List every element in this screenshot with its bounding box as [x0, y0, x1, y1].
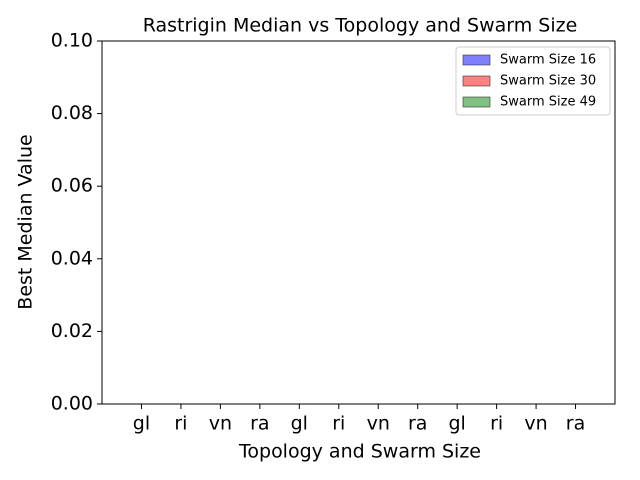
- legend-label: Swarm Size 16: [500, 53, 596, 68]
- x-tick-label: ri: [174, 413, 187, 435]
- legend-label: Swarm Size 49: [500, 95, 596, 110]
- x-tick-label: ri: [490, 413, 503, 435]
- y-tick-label: 0.06: [51, 175, 93, 197]
- legend-swatch: [462, 96, 491, 108]
- x-tick-label: gl: [133, 413, 150, 435]
- plot-frame: [101, 40, 616, 405]
- y-tick-label: 0.02: [51, 320, 93, 342]
- legend-box: [455, 46, 611, 116]
- x-tick-label: ri: [332, 413, 345, 435]
- y-tick-label: 0.00: [51, 393, 93, 415]
- chart-title: Rastrigin Median vs Topology and Swarm S…: [143, 15, 578, 37]
- y-tick-label: 0.08: [51, 102, 93, 124]
- x-tick-label: ra: [408, 413, 427, 435]
- x-tick-label: ra: [566, 413, 585, 435]
- x-axis-label: Topology and Swarm Size: [238, 441, 481, 463]
- y-tick-label: 0.04: [51, 247, 93, 269]
- x-tick-label: vn: [209, 413, 232, 435]
- x-tick-label: vn: [524, 413, 547, 435]
- y-axis-label: Best Median Value: [15, 134, 37, 309]
- legend-swatch: [462, 54, 491, 66]
- x-tick-label: ra: [250, 413, 269, 435]
- x-tick-label: vn: [367, 413, 390, 435]
- legend-label: Swarm Size 30: [500, 74, 596, 89]
- x-tick-label: gl: [291, 413, 308, 435]
- x-tick-label: gl: [448, 413, 465, 435]
- legend-swatch: [462, 75, 491, 87]
- y-tick-label: 0.10: [51, 30, 93, 52]
